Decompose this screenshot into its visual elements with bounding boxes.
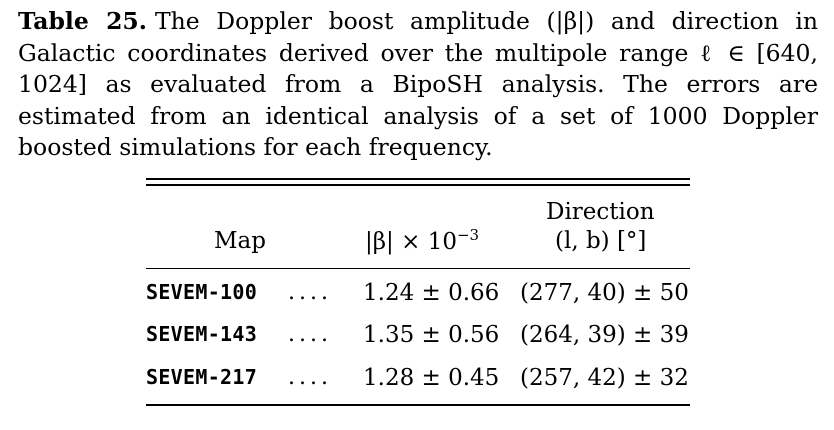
caption-line-2: in Galactic coordinates derived over the…: [18, 7, 818, 67]
row-map: SEVEM-143: [146, 322, 258, 346]
row-direction: (264, 39) ± 39: [520, 322, 689, 348]
caption-line-3: [640, 1024] as evaluated from a BipoSH a…: [18, 38, 818, 99]
table-bottom-rule: [146, 404, 690, 406]
row-leader-dots: ....: [288, 280, 332, 305]
row-direction: (277, 40) ± 50: [520, 280, 689, 306]
table-caption: Table 25. The Doppler boost amplitude (|β…: [18, 6, 818, 164]
row-beta: 1.24 ± 0.66: [363, 280, 500, 306]
row-map: SEVEM-100: [146, 280, 258, 304]
table-row: SEVEM-100 .... 1.24 ± 0.66 (277, 40) ± 5…: [146, 280, 706, 316]
row-beta: 1.28 ± 0.45: [363, 365, 500, 391]
table-top-rule-1: [146, 178, 690, 180]
caption-line-5: boosted simulations for each frequency.: [18, 133, 493, 161]
table-row: SEVEM-217 .... 1.28 ± 0.45 (257, 42) ± 3…: [146, 365, 706, 401]
header-beta-exponent: −3: [456, 226, 480, 244]
caption-line-4: estimated from an identical analysis of …: [18, 101, 818, 130]
caption-line-1: The Doppler boost amplitude (|β|) and di…: [154, 7, 779, 35]
table-header-rule: [146, 268, 690, 269]
table-label: Table 25.: [18, 7, 147, 35]
header-direction: Direction: [546, 199, 655, 225]
row-beta: 1.35 ± 0.56: [363, 322, 500, 348]
row-leader-dots: ....: [288, 322, 332, 347]
table-top-rule-2: [146, 184, 690, 186]
header-beta-base: |β| × 10: [365, 229, 457, 255]
header-beta: |β| × 10−3: [365, 226, 479, 255]
row-direction: (257, 42) ± 32: [520, 365, 689, 391]
table-row: SEVEM-143 .... 1.35 ± 0.56 (264, 39) ± 3…: [146, 322, 706, 358]
row-map: SEVEM-217: [146, 365, 258, 389]
header-map: Map: [214, 228, 266, 254]
header-direction-units: (l, b) [°]: [555, 228, 647, 254]
row-leader-dots: ....: [288, 365, 332, 390]
